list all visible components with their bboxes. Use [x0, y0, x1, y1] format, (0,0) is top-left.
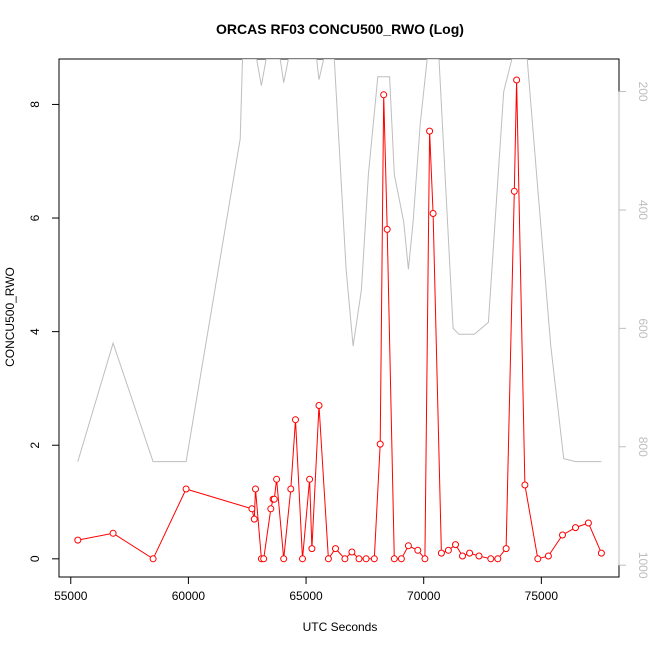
- x-tick-label: 60000: [172, 589, 206, 603]
- data-point: [494, 555, 502, 563]
- data-point: [572, 524, 579, 532]
- data-point: [324, 555, 332, 563]
- data-point: [429, 210, 437, 217]
- y-tick-label: 2: [28, 442, 42, 449]
- data-point: [459, 552, 466, 560]
- y-tick-label: 4: [28, 328, 42, 335]
- data-point: [376, 440, 384, 448]
- data-point: [544, 552, 552, 560]
- y2-tick-label: 200: [636, 82, 650, 102]
- data-point: [252, 485, 259, 493]
- data-point: [390, 555, 398, 563]
- data-point: [315, 402, 323, 409]
- data-point: [380, 91, 388, 99]
- data-point: [355, 555, 363, 563]
- data-point: [534, 555, 542, 563]
- data-point: [370, 555, 378, 563]
- x-tick-label: 75000: [525, 589, 559, 603]
- data-point: [250, 515, 258, 523]
- y2-tick-label: 800: [636, 437, 650, 457]
- data-point: [475, 552, 483, 560]
- data-point: [287, 485, 295, 493]
- data-point: [182, 485, 190, 493]
- data-point: [510, 187, 518, 195]
- data-point: [584, 519, 592, 527]
- data-point: [362, 555, 370, 563]
- data-point: [348, 548, 356, 556]
- data-point: [513, 76, 521, 84]
- x-tick-label: 55000: [54, 589, 88, 603]
- data-point: [273, 475, 281, 483]
- data-point: [332, 545, 339, 553]
- data-point: [437, 549, 445, 557]
- data-point: [248, 505, 256, 513]
- chart-title: ORCAS RF03 CONCU500_RWO (Log): [216, 21, 464, 37]
- data-point: [502, 545, 510, 553]
- data-point: [149, 555, 157, 563]
- data-point: [306, 475, 314, 483]
- data-point: [74, 536, 82, 544]
- data-point: [299, 555, 306, 563]
- x-axis-label: UTC Seconds: [303, 620, 378, 634]
- x-tick-label: 65000: [289, 589, 323, 603]
- data-point: [444, 546, 452, 554]
- data-point: [109, 529, 117, 537]
- data-point: [559, 531, 566, 539]
- y-axis-label: CONCU500_RWO: [3, 267, 17, 367]
- y2-tick-label: 400: [636, 200, 650, 220]
- x-tick-label: 70000: [407, 589, 441, 603]
- data-point: [270, 495, 278, 503]
- x-axis: 55000 60000 65000 70000 75000: [54, 576, 559, 603]
- y-tick-label: 6: [28, 214, 42, 221]
- y-tick-label: 0: [28, 555, 42, 562]
- data-point: [426, 127, 434, 135]
- y2-tick-label: 1000: [636, 552, 650, 579]
- y-tick-label: 8: [28, 101, 42, 108]
- data-point: [280, 555, 288, 563]
- y2-axis: 200 400 600 800 1000: [618, 82, 650, 579]
- data-point: [260, 555, 268, 563]
- data-point: [414, 546, 422, 554]
- data-point: [341, 555, 349, 563]
- data-point: [421, 555, 429, 563]
- data-point: [404, 542, 412, 550]
- y2-tick-label: 600: [636, 318, 650, 338]
- data-point: [521, 481, 529, 489]
- data-point: [452, 541, 459, 549]
- data-point: [597, 549, 605, 557]
- data-point: [487, 555, 495, 563]
- data-point: [267, 505, 275, 513]
- data-point: [397, 555, 405, 563]
- secondary-series-layer: [77, 59, 602, 463]
- y-axis: 0 2 4 6 8: [28, 101, 60, 562]
- plot-area: [74, 59, 605, 563]
- primary-series-layer: [74, 76, 605, 563]
- data-point: [383, 225, 391, 233]
- data-point: [292, 416, 299, 424]
- secondary-series-line: [77, 59, 602, 463]
- data-point: [466, 549, 474, 557]
- data-point: [308, 545, 316, 553]
